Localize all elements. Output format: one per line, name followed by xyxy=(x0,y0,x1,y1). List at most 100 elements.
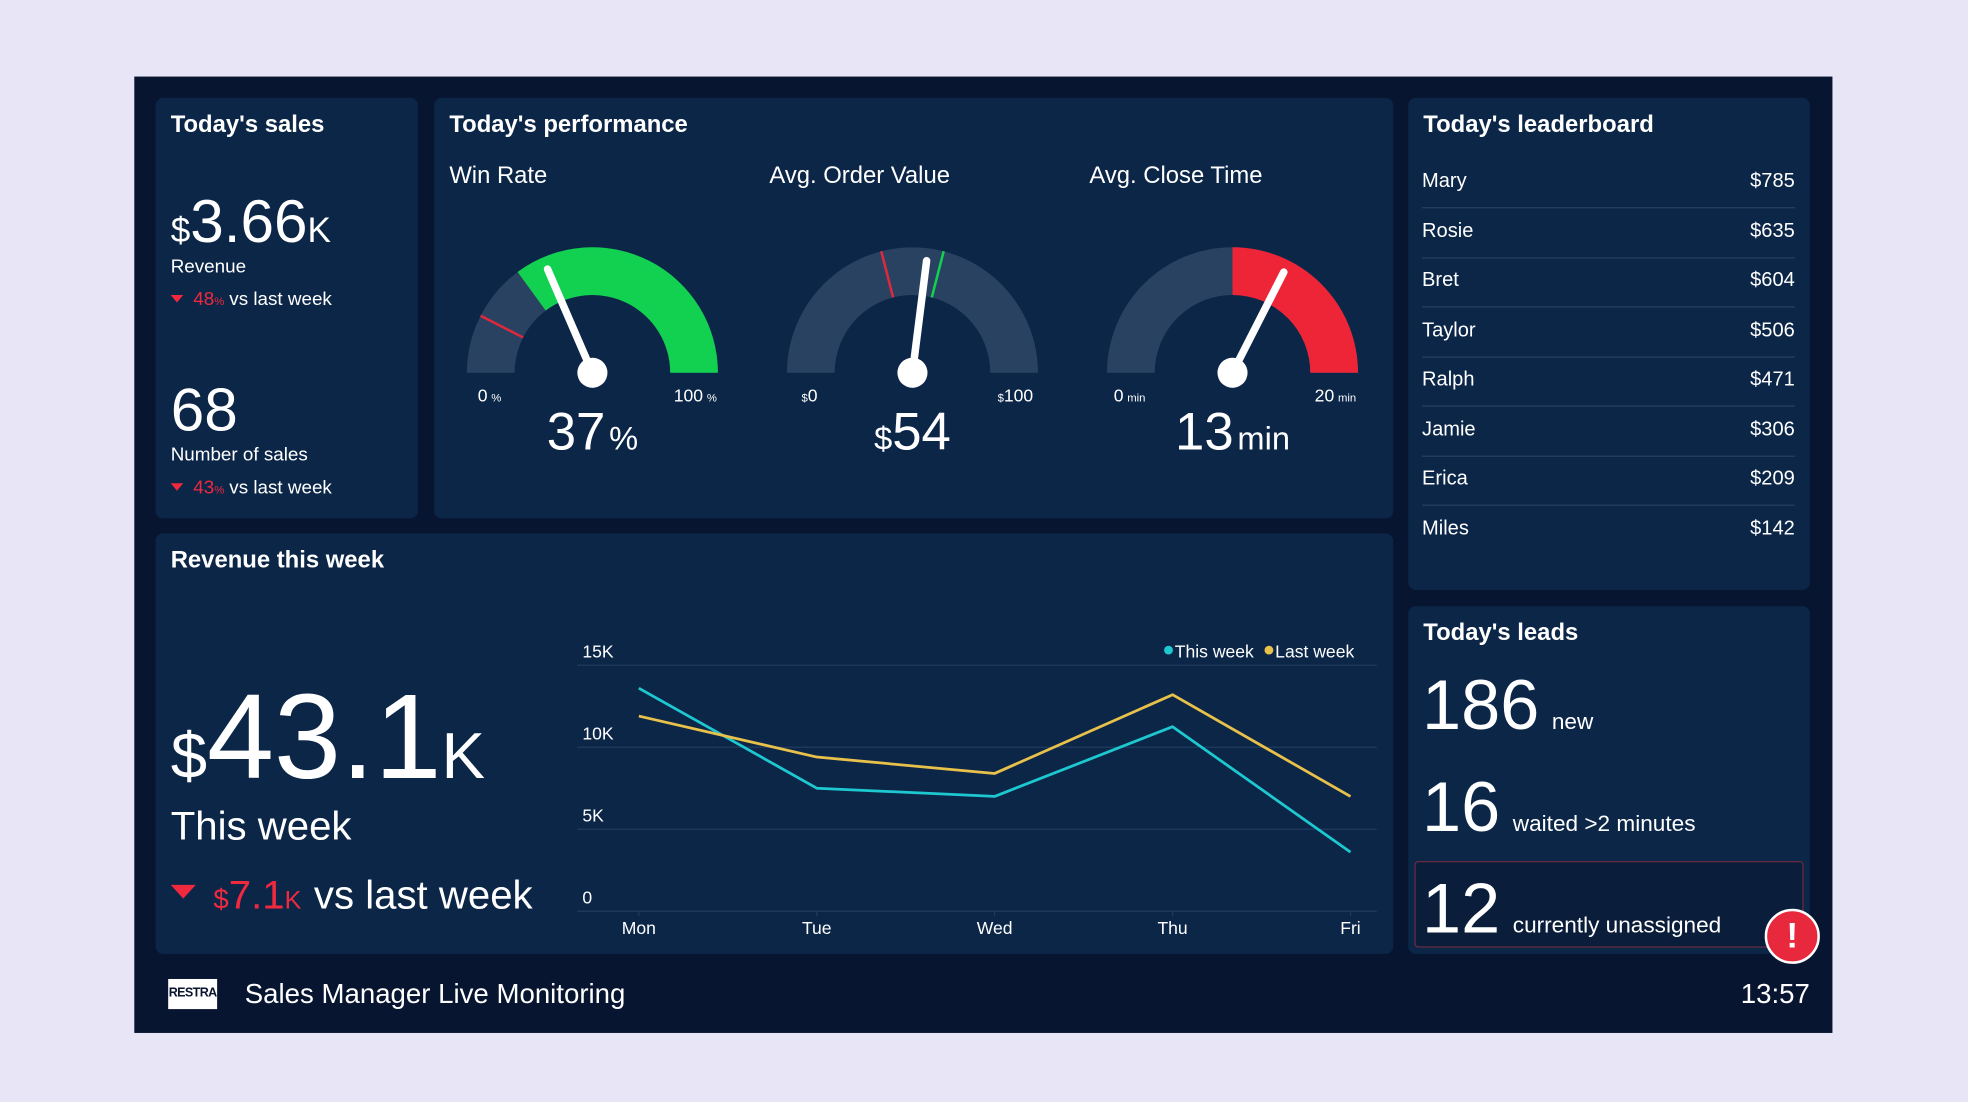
unit: % xyxy=(491,393,501,405)
person-name: Bret xyxy=(1422,269,1459,292)
gauge-max-label: 20 min xyxy=(1315,386,1356,406)
gauge-zone xyxy=(518,247,718,373)
change-label: vs last week xyxy=(229,288,332,311)
x-tick-label: Wed xyxy=(977,918,1013,938)
gauge-name: Avg. Order Value xyxy=(769,162,950,189)
gauge-min-label: 0% xyxy=(478,386,502,406)
total-value: 43.1 xyxy=(206,670,442,805)
series-line xyxy=(638,693,1352,798)
suffix: K xyxy=(441,720,486,794)
person-amount: $604 xyxy=(1750,269,1795,292)
panel-title: Revenue this week xyxy=(170,547,385,574)
gauge-name: Avg. Close Time xyxy=(1089,162,1262,189)
person-amount: $785 xyxy=(1750,170,1795,193)
person-amount: $506 xyxy=(1750,319,1795,341)
x-tick-label: Mon xyxy=(622,918,656,938)
gauge-zone xyxy=(1232,247,1359,373)
number: 20 xyxy=(1315,386,1335,406)
prefix: $ xyxy=(802,393,809,405)
number: 100 xyxy=(674,386,704,406)
y-tick-label: 5K xyxy=(582,806,604,826)
lead-label: new xyxy=(1551,709,1594,735)
revenue-change: 48 % vs last week xyxy=(170,288,332,311)
leaderboard-row: Erica $209 xyxy=(1422,456,1795,506)
panel-title: Today's sales xyxy=(170,111,325,139)
gauge-track xyxy=(786,247,1038,373)
down-arrow xyxy=(170,884,196,899)
clock: 13:57 xyxy=(1740,977,1810,1010)
revenue-panel: Revenue this week $ 43.1 K This week $ 7… xyxy=(155,533,1394,954)
x-tick-label: Fri xyxy=(1340,918,1360,938)
revenue-label: Revenue xyxy=(170,256,247,278)
change-unit: % xyxy=(214,483,225,496)
person-amount: $306 xyxy=(1750,418,1795,440)
person-amount: $209 xyxy=(1750,468,1795,490)
lead-value: 12 xyxy=(1422,868,1501,948)
week-total: $ 43.1 K xyxy=(171,669,485,807)
gauge-needle xyxy=(908,256,931,377)
unit: % xyxy=(707,393,717,405)
series-line xyxy=(638,686,1352,854)
person-name: Erica xyxy=(1422,468,1468,490)
count-label: Number of sales xyxy=(170,444,308,466)
down-arrow xyxy=(170,294,184,303)
suffix: K xyxy=(307,210,331,250)
person-amount: $635 xyxy=(1750,220,1795,242)
prefix: $ xyxy=(874,419,892,456)
change-currency: $ xyxy=(213,883,229,915)
person-amount: $471 xyxy=(1750,368,1795,391)
number: 37 xyxy=(547,402,606,461)
leaderboard-row: Mary $785 xyxy=(1422,158,1795,209)
x-tick-label: Thu xyxy=(1157,918,1187,938)
number: 0 xyxy=(478,386,488,406)
count-change: 43 % vs last week xyxy=(170,476,332,499)
number: 54 xyxy=(892,402,951,461)
lead-label: waited >2 minutes xyxy=(1512,810,1696,836)
leaderboard-row: Jamie $306 xyxy=(1422,406,1795,457)
leaderboard-row: Miles $142 xyxy=(1422,505,1795,554)
number: 0 xyxy=(1114,386,1124,406)
panel-title: Today's leads xyxy=(1423,620,1579,647)
currency: $ xyxy=(170,720,207,794)
person-name: Taylor xyxy=(1422,319,1476,341)
gauge-value: 13 min xyxy=(1175,402,1290,461)
down-arrow xyxy=(170,483,184,491)
gauge-max-label: $100 xyxy=(998,386,1034,406)
person-name: Mary xyxy=(1422,170,1467,193)
gauge-marker xyxy=(930,250,945,298)
lead-value: 16 xyxy=(1422,766,1501,846)
revenue-value: 3.66 xyxy=(190,189,308,257)
unit: min xyxy=(1127,393,1145,405)
number: 100 xyxy=(1004,386,1034,406)
footer-title: Sales Manager Live Monitoring xyxy=(244,977,626,1010)
sales-count: 68 xyxy=(170,377,238,445)
lead-label: currently unassigned xyxy=(1512,912,1722,938)
gauge-marker xyxy=(480,314,524,339)
panel-title: Today's leaderboard xyxy=(1423,111,1654,139)
leaderboard-row: Rosie $635 xyxy=(1422,208,1795,258)
performance-panel: Today's performance xyxy=(434,97,1394,519)
change-suffix: K xyxy=(284,887,302,915)
gauge-name: Win Rate xyxy=(449,162,547,189)
gauge-marker xyxy=(517,270,548,311)
lead-item: 12 currently unassigned xyxy=(1422,867,1721,949)
total-label: This week xyxy=(170,803,352,849)
logo: RESTRA xyxy=(168,978,217,1010)
gauge-hub xyxy=(1217,357,1248,388)
legend-swatch xyxy=(1264,645,1274,655)
person-amount: $142 xyxy=(1750,517,1795,540)
y-tick-label: 15K xyxy=(582,642,614,662)
leads-panel: Today's leads 186 new 16 waited >2 minut… xyxy=(1408,606,1810,954)
change-label: vs last week xyxy=(229,476,332,499)
leaderboard-row: Taylor $506 xyxy=(1422,307,1795,358)
gauge-min-label: $0 xyxy=(802,386,818,406)
gauge-value: $54 xyxy=(874,402,951,461)
gauge-marker xyxy=(880,250,895,298)
change-value: 7.1 xyxy=(228,872,285,918)
unassigned-highlight xyxy=(1414,860,1804,948)
currency: $ xyxy=(170,210,191,250)
leaderboard-row: Bret $604 xyxy=(1422,257,1795,308)
